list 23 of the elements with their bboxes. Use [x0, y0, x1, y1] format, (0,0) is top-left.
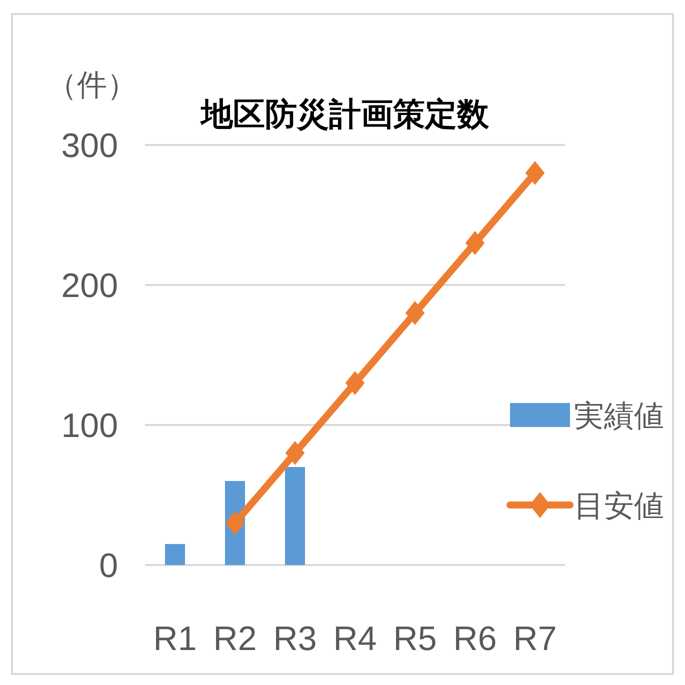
- x-tick-label: R1: [153, 620, 197, 658]
- x-tick-label: R5: [393, 620, 437, 658]
- point: [525, 161, 545, 185]
- bar: [165, 544, 185, 565]
- point: [465, 231, 485, 255]
- y-tick-label: 200: [61, 267, 118, 305]
- legend-label: 実績値: [574, 400, 664, 433]
- legend-label: 目安値: [574, 490, 664, 523]
- y-axis-title: （件）: [47, 69, 137, 102]
- point: [405, 301, 425, 325]
- chart-title: 地区防災計画策定数: [199, 96, 490, 132]
- bar: [285, 467, 305, 565]
- x-tick-label: R7: [513, 620, 557, 658]
- x-tick-label: R6: [453, 620, 497, 658]
- y-tick-label: 300: [61, 127, 118, 165]
- point: [285, 441, 305, 465]
- point: [225, 511, 245, 535]
- y-tick-label: 0: [99, 547, 118, 585]
- x-tick-label: R3: [273, 620, 317, 658]
- y-tick-label: 100: [61, 407, 118, 445]
- x-tick-label: R2: [213, 620, 257, 658]
- point: [345, 371, 365, 395]
- x-tick-label: R4: [333, 620, 377, 658]
